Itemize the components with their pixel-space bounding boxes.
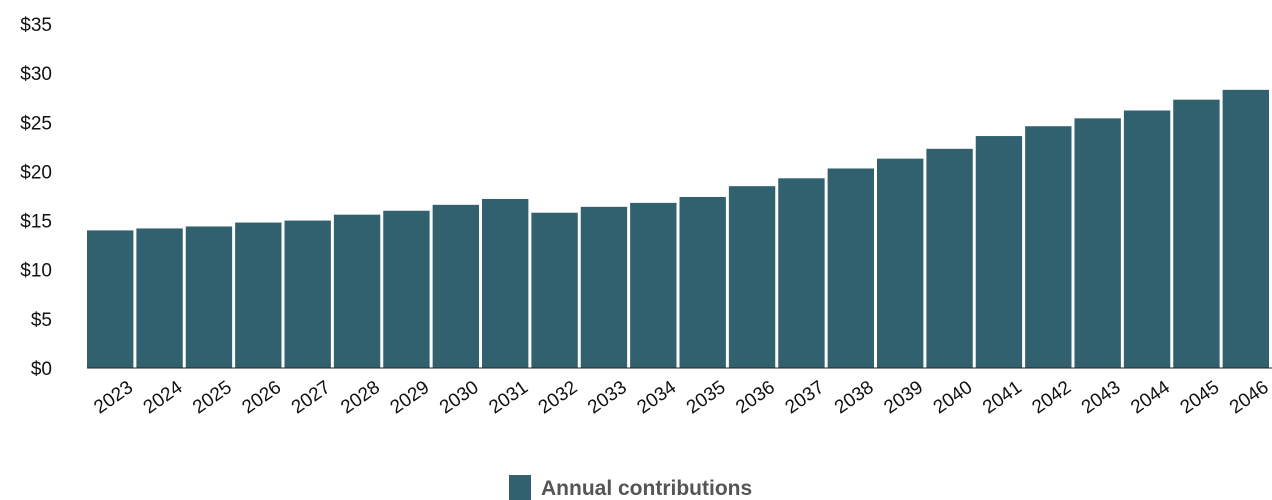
x-tick-label: 2024	[140, 377, 187, 419]
bar	[630, 202, 677, 368]
bar	[383, 210, 430, 368]
x-tick-label: 2044	[1127, 377, 1174, 419]
bar	[975, 136, 1023, 368]
bar	[877, 158, 924, 368]
bar	[87, 230, 134, 368]
x-tick-label: 2027	[288, 377, 335, 418]
y-tick-label: $15	[20, 212, 52, 233]
bar	[136, 228, 183, 368]
bar	[1123, 110, 1171, 369]
x-tick-label: 2033	[584, 377, 631, 418]
bar	[926, 148, 973, 368]
bar	[482, 198, 529, 368]
y-tick-label: $0	[31, 359, 52, 380]
x-tick-label: 2028	[337, 377, 384, 418]
y-tick-label: $10	[20, 261, 52, 282]
bar	[185, 226, 233, 368]
bar	[778, 178, 825, 368]
x-tick-label: 2032	[535, 377, 582, 418]
bar	[235, 222, 282, 368]
bar	[333, 214, 381, 368]
x-tick-label: 2038	[831, 377, 878, 418]
y-tick-label: $25	[20, 113, 52, 134]
y-axis: $0 $5 $10 $15 $20 $25 $30 $35	[20, 15, 52, 380]
x-tick-label: 2035	[683, 377, 730, 418]
x-tick-label: 2037	[782, 377, 829, 418]
bar	[1074, 118, 1121, 368]
legend-swatch	[509, 475, 531, 500]
y-tick-label: $20	[20, 162, 52, 183]
bar	[580, 206, 628, 368]
x-tick-label: 2031	[485, 377, 532, 418]
y-tick-label: $30	[20, 64, 52, 85]
legend: Annual contributions	[509, 475, 752, 500]
bar	[728, 186, 776, 368]
x-tick-label: 2042	[1029, 377, 1076, 418]
bar	[1025, 126, 1072, 368]
y-tick-label: $5	[31, 310, 52, 331]
x-tick-label: 2039	[880, 377, 927, 418]
x-tick-label: 2030	[436, 377, 483, 418]
x-tick-label: 2041	[979, 377, 1026, 418]
x-tick-label: 2046	[1226, 377, 1272, 418]
x-axis: 2023 2024 2025 2026 2027 2028 2029 2030 2031 2032…	[87, 367, 1272, 419]
legend-label: Annual contributions	[541, 477, 752, 500]
bar	[432, 204, 480, 368]
bar	[1173, 99, 1220, 369]
bar	[827, 168, 875, 368]
bars	[87, 89, 1270, 369]
bar	[531, 212, 578, 368]
x-tick-label: 2034	[634, 377, 681, 419]
x-tick-label: 2029	[387, 377, 434, 418]
bar	[1222, 89, 1270, 368]
x-tick-label: 2025	[189, 377, 236, 418]
x-tick-label: 2040	[930, 377, 977, 418]
x-tick-label: 2036	[732, 377, 779, 418]
x-tick-label: 2043	[1078, 377, 1125, 418]
y-tick-label: $35	[20, 15, 52, 36]
x-tick-label: 2026	[239, 377, 286, 418]
x-tick-label: 2023	[90, 377, 137, 418]
bar	[284, 220, 331, 368]
x-tick-label: 2045	[1177, 377, 1224, 418]
bar	[679, 196, 726, 368]
